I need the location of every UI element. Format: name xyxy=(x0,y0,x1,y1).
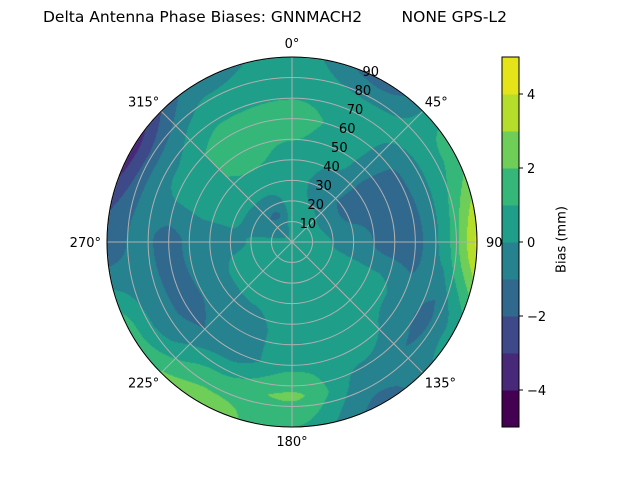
colorbar-tick-label: 2 xyxy=(527,162,535,177)
angular-tick-label: 135° xyxy=(425,377,456,392)
colorbar-tick-label: −2 xyxy=(527,310,546,325)
colorbar: −4 −2 0 2 4 xyxy=(501,56,546,428)
radial-tick-label: 60 xyxy=(339,122,356,137)
polar-grid xyxy=(106,56,478,428)
radial-tick-label: 20 xyxy=(307,198,324,213)
angular-tick-label: 45° xyxy=(425,95,448,110)
colorbar-band xyxy=(502,242,519,280)
angular-tick-label: 90 xyxy=(486,236,503,251)
angular-tick-label: 180° xyxy=(276,435,307,450)
colorbar-band xyxy=(502,316,519,354)
colorbar-band xyxy=(502,94,519,132)
colorbar-band xyxy=(502,353,519,391)
polar-frame xyxy=(106,56,478,428)
angular-gridline xyxy=(291,241,424,374)
radial-tick-label: 90 xyxy=(363,65,380,80)
colorbar-band xyxy=(502,390,519,428)
angular-gridline xyxy=(160,110,293,243)
radial-tick-label: 40 xyxy=(323,160,340,175)
chart-title: Delta Antenna Phase Biases: GNNMACH2 NON… xyxy=(43,8,507,26)
colorbar-tick-label: 0 xyxy=(527,236,535,251)
colorbar-band xyxy=(502,279,519,317)
angular-tick-label: 270° xyxy=(70,236,101,251)
radial-tick-label: 80 xyxy=(355,84,372,99)
angular-gridline xyxy=(160,241,293,374)
colorbar-band xyxy=(502,205,519,243)
radial-tick-labels: 10 20 30 40 50 60 70 80 90 xyxy=(300,65,379,232)
colorbar-tick-label: 4 xyxy=(527,88,535,103)
colorbar-band xyxy=(502,57,519,95)
angular-tick-label: 0° xyxy=(285,37,300,52)
radial-tick-label: 70 xyxy=(347,103,364,118)
colorbar-band xyxy=(502,131,519,169)
colorbar-band xyxy=(502,168,519,206)
angular-tick-label: 225° xyxy=(128,377,159,392)
radial-tick-label: 50 xyxy=(331,141,348,156)
radial-tick-label: 10 xyxy=(300,217,317,232)
angular-tick-label: 315° xyxy=(128,95,159,110)
angular-gridline xyxy=(291,110,424,243)
colorbar-tick-label: −4 xyxy=(527,384,546,399)
radial-tick-label: 30 xyxy=(315,179,332,194)
colorbar-label: Bias (mm) xyxy=(554,206,570,273)
angular-tick-labels: 0° 45° 90 135° 180° 225° 270° 315° xyxy=(70,37,503,450)
